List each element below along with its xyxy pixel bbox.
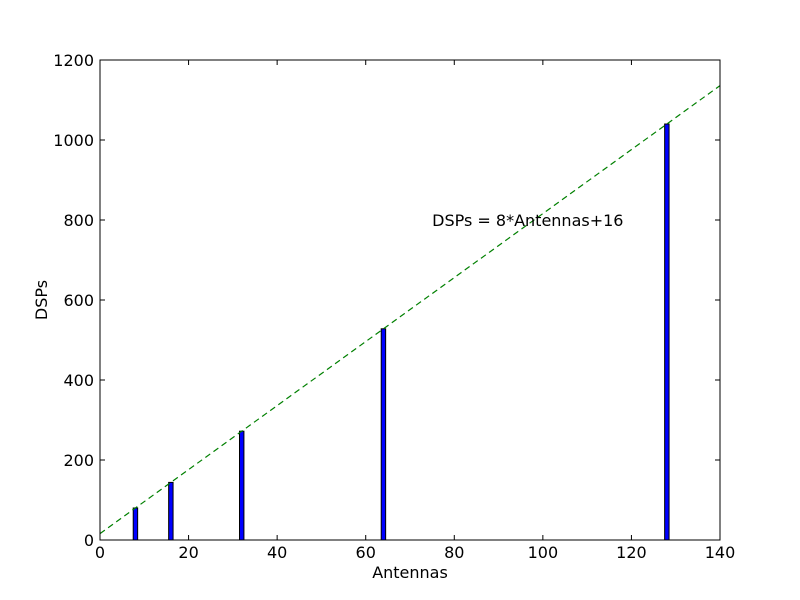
bar [168,481,174,541]
bar [132,507,139,541]
x-tick-label: 140 [705,543,736,562]
x-tick-label: 100 [528,543,559,562]
x-tick-label: 40 [267,543,287,562]
tick-labels: 0 20 40 60 80 100 120 140 0 200 400 600 800 1000 1200 [53,51,735,562]
equation-annotation: DSPs = 8*Antennas+16 [432,211,623,230]
y-tick-label: 800 [63,211,94,230]
y-tick-label: 1000 [53,131,94,150]
y-tick-label: 0 [84,531,94,550]
x-axis-label: Antennas [372,563,448,582]
x-tick-label: 0 [95,543,105,562]
x-tick-label: 20 [178,543,198,562]
fit-line [99,85,721,535]
y-tick-label: 1200 [53,51,94,70]
bar [664,123,670,541]
plot-area [100,60,720,540]
y-tick-label: 400 [63,371,94,390]
x-tick-label: 60 [356,543,376,562]
y-tick-label: 200 [63,451,94,470]
bar [239,430,245,541]
x-tick-label: 80 [444,543,464,562]
bar [380,328,387,541]
x-tick-label: 120 [616,543,647,562]
plot-frame [99,59,721,541]
y-axis-label: DSPs [32,280,51,320]
y-tick-label: 600 [63,291,94,310]
